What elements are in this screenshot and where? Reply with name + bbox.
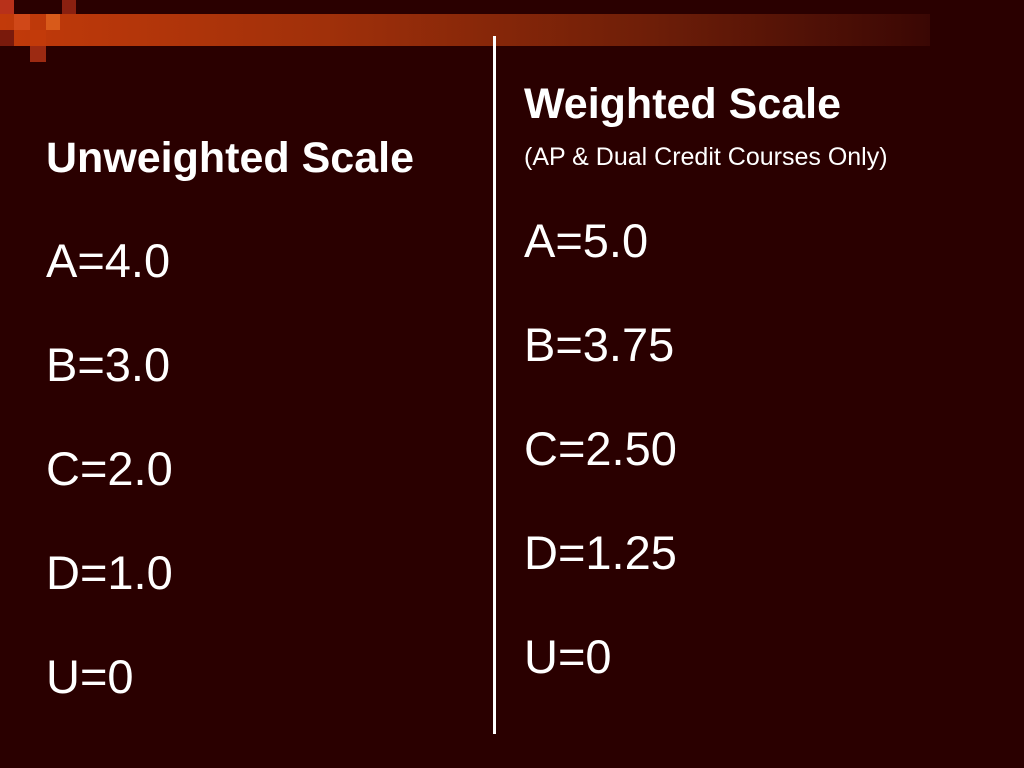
decorative-square bbox=[30, 46, 46, 62]
grade-item-b: B=3.75 bbox=[524, 318, 675, 371]
grade-item-a: A=5.0 bbox=[524, 214, 649, 267]
grade-item-u: U=0 bbox=[524, 630, 612, 683]
grade-item-a: A=4.0 bbox=[46, 234, 171, 287]
unweighted-grade-list: A=4.0 B=3.0 C=2.0 D=1.0 U=0 bbox=[46, 209, 486, 729]
decorative-square bbox=[30, 30, 46, 46]
weighted-scale-title: Weighted Scale bbox=[524, 80, 842, 128]
unweighted-scale-title: Unweighted Scale bbox=[46, 134, 414, 182]
unweighted-scale-column: Unweighted Scale A=4.0 B=3.0 C=2.0 D=1.0… bbox=[46, 132, 486, 729]
decorative-square bbox=[0, 30, 14, 46]
weighted-scale-column: Weighted Scale (AP & Dual Credit Courses… bbox=[524, 78, 1004, 709]
column-divider bbox=[493, 36, 496, 734]
weighted-scale-subtitle: (AP & Dual Credit Courses Only) bbox=[524, 143, 888, 171]
grade-item-u: U=0 bbox=[46, 650, 134, 703]
grade-item-c: C=2.0 bbox=[46, 442, 173, 495]
decorative-square bbox=[14, 14, 30, 30]
grade-item-b: B=3.0 bbox=[46, 338, 171, 391]
decorative-square bbox=[0, 0, 14, 14]
grade-item-c: C=2.50 bbox=[524, 422, 677, 475]
decorative-square bbox=[46, 14, 60, 30]
decorative-header-band bbox=[0, 14, 930, 46]
weighted-grade-list: A=5.0 B=3.75 C=2.50 D=1.25 U=0 bbox=[524, 189, 1004, 709]
grade-item-d: D=1.0 bbox=[46, 546, 173, 599]
decorative-square bbox=[62, 0, 76, 14]
grade-item-d: D=1.25 bbox=[524, 526, 677, 579]
